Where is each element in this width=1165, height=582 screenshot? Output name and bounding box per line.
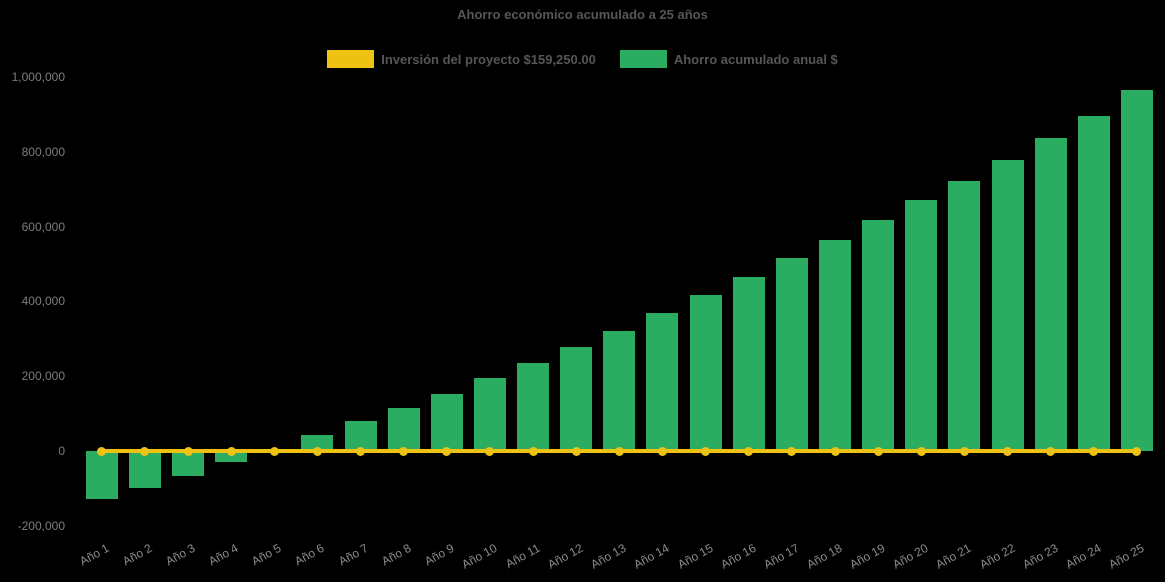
line-marker-ano-16[interactable] <box>744 446 754 456</box>
line-marker-ano-12[interactable] <box>571 446 581 456</box>
bar-ano-16[interactable] <box>732 276 765 451</box>
line-marker-ano-4[interactable] <box>226 446 236 456</box>
line-marker-ano-23[interactable] <box>1046 446 1056 456</box>
bar-ano-23[interactable] <box>1034 138 1067 451</box>
bar-ano-4[interactable] <box>215 451 248 463</box>
line-marker-ano-7[interactable] <box>356 446 366 456</box>
chart-title: Ahorro económico acumulado a 25 años <box>457 7 708 22</box>
y-axis-label: 800,000 <box>21 144 65 159</box>
bar-ano-10[interactable] <box>473 378 506 451</box>
bar-ano-6[interactable] <box>301 434 334 451</box>
line-marker-ano-21[interactable] <box>959 446 969 456</box>
line-marker-ano-24[interactable] <box>1089 446 1099 456</box>
y-axis-label: -200,000 <box>17 518 65 533</box>
line-marker-ano-9[interactable] <box>442 446 452 456</box>
bar-ano-9[interactable] <box>430 393 463 451</box>
line-marker-ano-22[interactable] <box>1003 446 1013 456</box>
line-marker-ano-13[interactable] <box>614 446 624 456</box>
line-marker-ano-20[interactable] <box>916 446 926 456</box>
bar-ano-24[interactable] <box>1077 115 1110 451</box>
line-marker-ano-10[interactable] <box>485 446 495 456</box>
legend-swatch-investment-icon <box>327 50 375 68</box>
bar-ano-8[interactable] <box>387 407 420 451</box>
line-marker-ano-14[interactable] <box>657 446 667 456</box>
bar-ano-21[interactable] <box>948 181 981 451</box>
bar-ano-15[interactable] <box>689 295 722 451</box>
legend-swatch-savings-icon <box>619 50 667 68</box>
y-axis-label: 0 <box>58 444 65 458</box>
line-marker-ano-8[interactable] <box>399 446 409 456</box>
bar-ano-1[interactable] <box>85 451 118 499</box>
bar-ano-2[interactable] <box>128 451 161 489</box>
y-axis-label: 600,000 <box>21 219 65 234</box>
line-marker-ano-11[interactable] <box>528 446 538 456</box>
bar-ano-17[interactable] <box>775 258 808 451</box>
bar-ano-12[interactable] <box>560 347 593 451</box>
line-marker-ano-3[interactable] <box>183 446 193 456</box>
bar-ano-19[interactable] <box>862 220 895 451</box>
line-marker-ano-19[interactable] <box>873 446 883 456</box>
line-marker-ano-5[interactable] <box>269 446 279 456</box>
legend: Inversión del proyecto $159,250.00 Ahorr… <box>0 50 1165 68</box>
line-marker-ano-2[interactable] <box>140 446 150 456</box>
y-axis-label: 1,000,000 <box>11 70 65 84</box>
bar-ano-14[interactable] <box>646 313 679 451</box>
legend-item-investment[interactable]: Inversión del proyecto $159,250.00 <box>327 50 596 68</box>
line-marker-ano-15[interactable] <box>701 446 711 456</box>
line-marker-ano-18[interactable] <box>830 446 840 456</box>
bar-ano-25[interactable] <box>1120 89 1153 451</box>
bar-ano-11[interactable] <box>517 362 550 451</box>
bar-ano-7[interactable] <box>344 421 377 451</box>
line-marker-ano-25[interactable] <box>1132 446 1142 456</box>
bar-ano-13[interactable] <box>603 331 636 451</box>
legend-item-savings[interactable]: Ahorro acumulado anual $ <box>619 50 838 68</box>
line-marker-ano-6[interactable] <box>312 446 322 456</box>
y-axis-label: 200,000 <box>21 369 65 384</box>
bar-ano-22[interactable] <box>991 160 1024 451</box>
legend-label-savings: Ahorro acumulado anual $ <box>673 51 838 67</box>
bar-ano-18[interactable] <box>819 240 851 451</box>
legend-label-investment: Inversión del proyecto $159,250.00 <box>381 51 596 67</box>
bar-ano-20[interactable] <box>905 200 938 451</box>
line-marker-ano-17[interactable] <box>787 446 797 456</box>
y-axis-label: 400,000 <box>21 294 65 309</box>
line-marker-ano-1[interactable] <box>97 446 107 456</box>
